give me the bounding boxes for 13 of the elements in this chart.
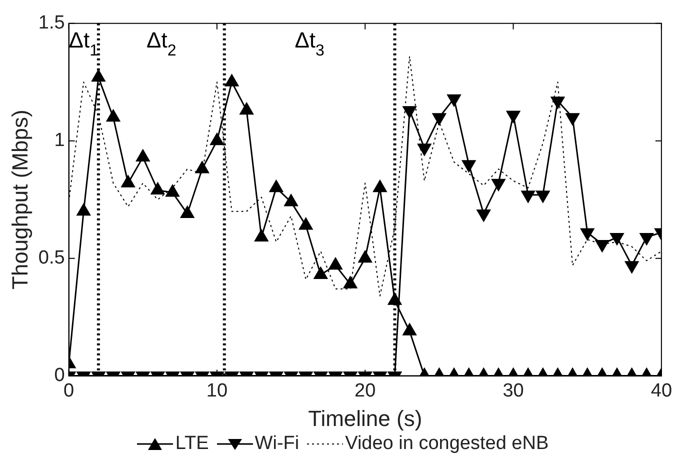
legend-label: LTE <box>175 433 209 454</box>
x-tick-label: 30 <box>502 380 524 402</box>
x-tick-label: 40 <box>650 380 672 402</box>
y-tick-label: 1.5 <box>38 12 65 34</box>
legend-label: Wi-Fi <box>254 433 300 454</box>
legend-label: Video in congested eNB <box>345 433 549 454</box>
x-tick-label: 10 <box>206 380 228 402</box>
x-axis-title: Timeline (s) <box>308 406 422 431</box>
y-tick-label: 0 <box>54 365 65 386</box>
y-tick-label: 1 <box>54 130 65 152</box>
y-tick-label: 0.5 <box>38 248 65 269</box>
y-axis-title: Thoughput (Mbps) <box>7 110 32 290</box>
x-tick-label: 20 <box>354 380 376 402</box>
